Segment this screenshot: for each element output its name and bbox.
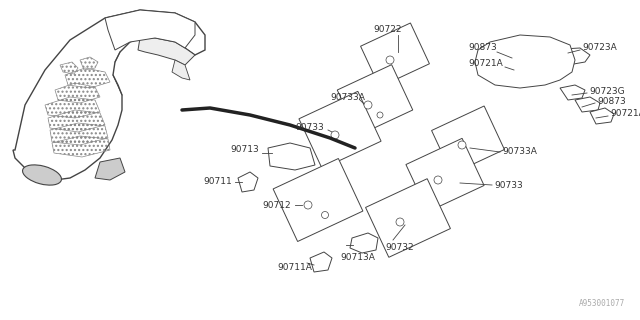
Text: 90721A: 90721A <box>468 59 503 68</box>
Text: 90732: 90732 <box>385 244 413 252</box>
Polygon shape <box>575 97 600 112</box>
Ellipse shape <box>22 165 61 185</box>
Polygon shape <box>310 252 332 272</box>
Polygon shape <box>268 143 315 170</box>
Text: A953001077: A953001077 <box>579 299 625 308</box>
Polygon shape <box>360 23 429 87</box>
Polygon shape <box>545 48 590 65</box>
Text: 90712: 90712 <box>262 201 291 210</box>
Polygon shape <box>138 38 195 65</box>
Text: 90733A: 90733A <box>502 148 537 156</box>
Text: 90722: 90722 <box>374 26 403 35</box>
Circle shape <box>396 218 404 226</box>
Text: 90721A: 90721A <box>610 109 640 118</box>
Text: 90733: 90733 <box>494 180 523 189</box>
Circle shape <box>434 176 442 184</box>
Circle shape <box>331 131 339 139</box>
Circle shape <box>321 212 328 219</box>
Polygon shape <box>172 60 190 80</box>
Polygon shape <box>273 158 363 242</box>
Polygon shape <box>238 172 258 192</box>
Text: 90733A: 90733A <box>330 92 365 101</box>
Circle shape <box>364 101 372 109</box>
Polygon shape <box>13 10 205 180</box>
Text: 90873: 90873 <box>597 97 626 106</box>
Polygon shape <box>105 10 195 50</box>
Polygon shape <box>590 108 614 124</box>
Circle shape <box>304 201 312 209</box>
Polygon shape <box>406 138 484 212</box>
Text: 90733: 90733 <box>295 123 324 132</box>
Text: 90711: 90711 <box>203 178 232 187</box>
Text: 90713: 90713 <box>230 146 259 155</box>
Polygon shape <box>431 106 504 174</box>
Polygon shape <box>500 50 538 68</box>
Polygon shape <box>299 91 381 169</box>
Text: 90723G: 90723G <box>589 86 625 95</box>
Text: 90711A: 90711A <box>277 263 312 273</box>
Circle shape <box>377 112 383 118</box>
Polygon shape <box>95 158 125 180</box>
Text: 90723A: 90723A <box>582 44 617 52</box>
Polygon shape <box>510 65 530 80</box>
Polygon shape <box>337 65 413 135</box>
Polygon shape <box>350 233 378 253</box>
Circle shape <box>386 56 394 64</box>
Polygon shape <box>560 85 585 100</box>
Circle shape <box>458 141 466 149</box>
Polygon shape <box>365 179 451 257</box>
Polygon shape <box>475 35 575 88</box>
Text: 90713A: 90713A <box>340 253 375 262</box>
Text: 90873: 90873 <box>468 44 497 52</box>
